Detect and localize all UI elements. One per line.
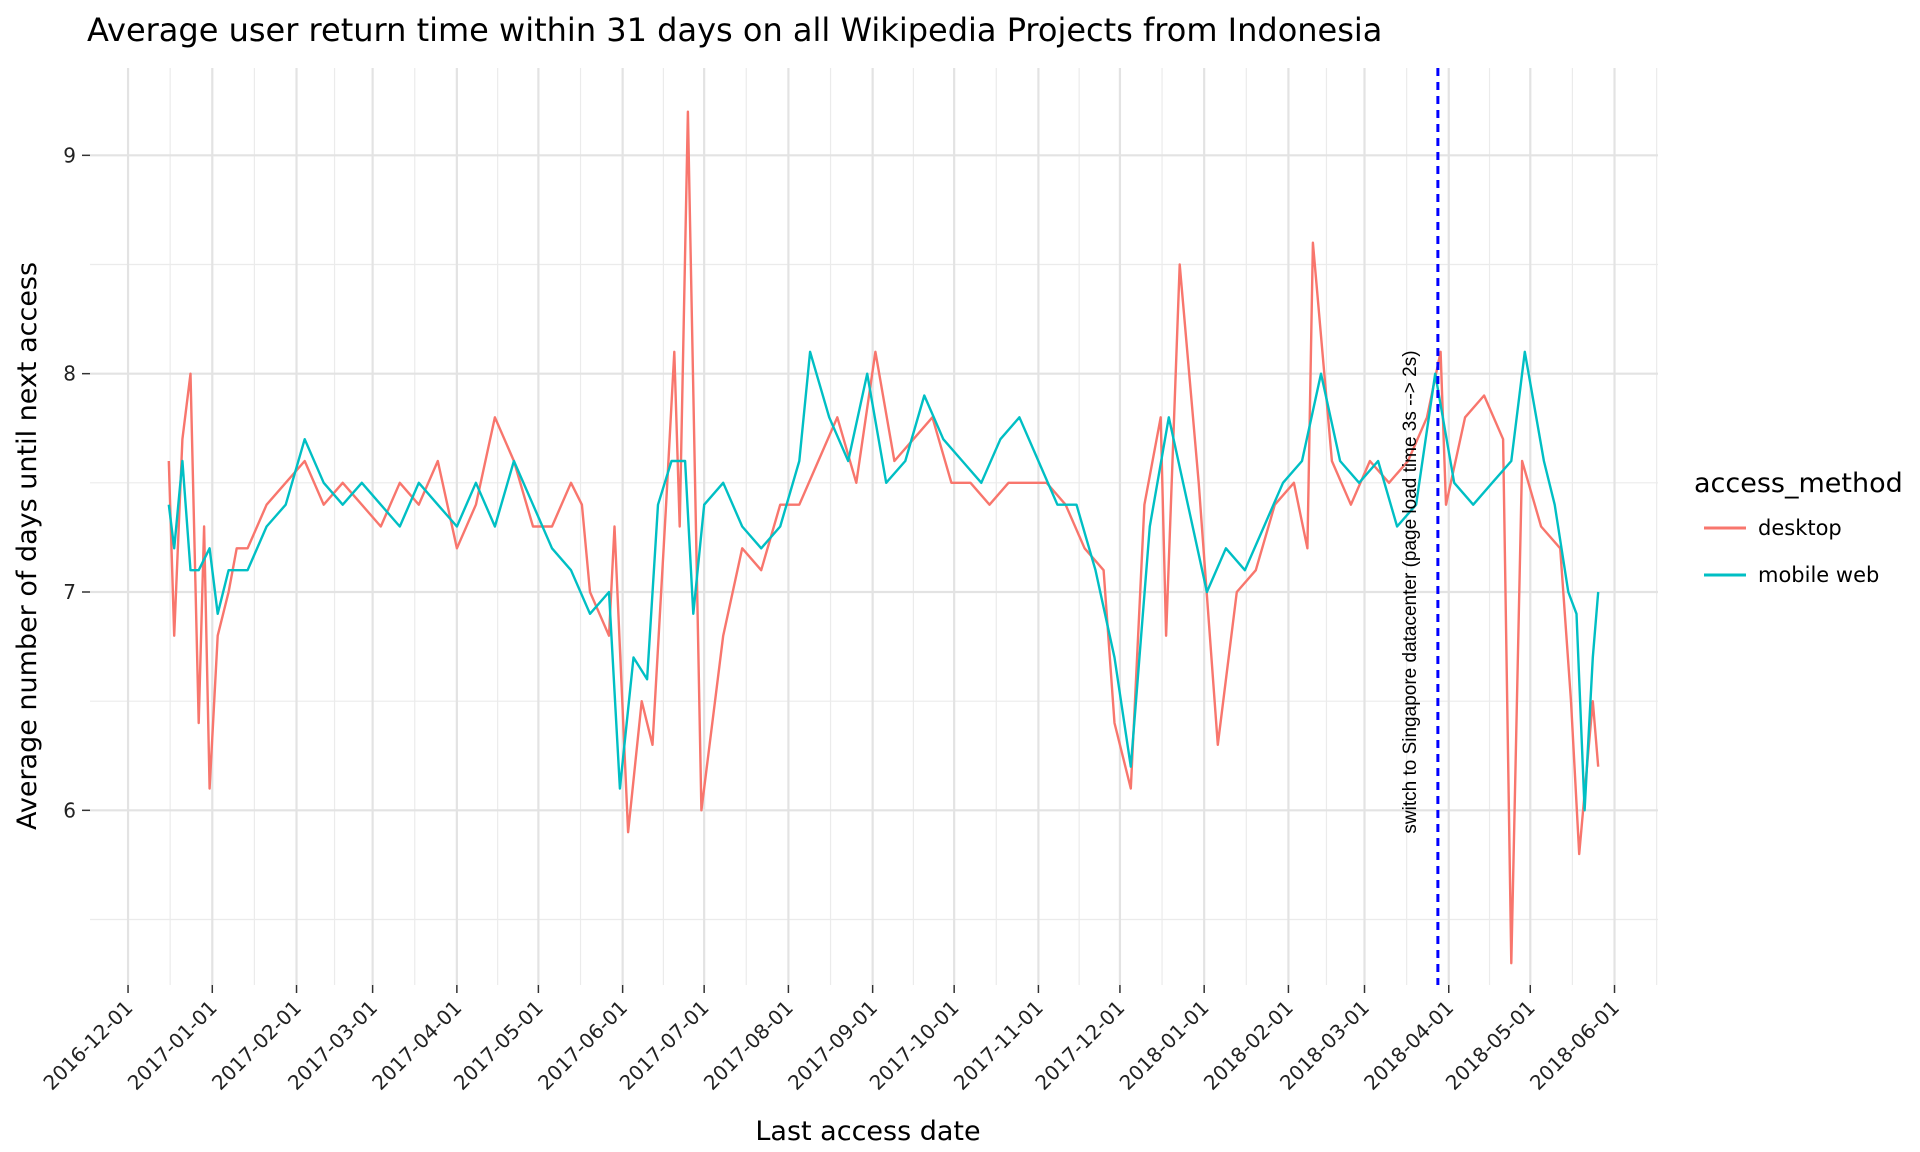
- x-tick-label: 2017-01-01: [123, 996, 222, 1095]
- legend-label: desktop: [1758, 516, 1842, 540]
- y-tick-label: 6: [63, 798, 76, 822]
- annotation-label: switch to Singapore datacenter (page loa…: [1400, 350, 1421, 833]
- y-tick-label: 8: [63, 362, 76, 386]
- y-tick-label: 7: [63, 580, 76, 604]
- legend-items: desktop mobile web: [1704, 516, 1879, 587]
- y-tick-label: 9: [63, 143, 76, 167]
- x-tick-label: 2017-08-01: [699, 996, 798, 1095]
- legend-label: mobile web: [1758, 563, 1879, 587]
- y-axis-ticks: 6 7 8 9: [63, 143, 90, 822]
- x-axis-title: Last access date: [755, 1116, 980, 1147]
- x-tick-label: 2018-01-01: [1115, 996, 1214, 1095]
- series-layer: [167, 110, 1600, 965]
- legend-title: access_method: [1694, 468, 1903, 499]
- legend: access_method desktop mobile web: [1694, 468, 1903, 587]
- y-axis-title: Average number of days until next access: [12, 262, 43, 830]
- grid: [90, 68, 1658, 985]
- x-tick-label: 2018-06-01: [1525, 996, 1624, 1095]
- x-axis-ticks: 2016-12-012017-01-012017-02-012017-03-01…: [38, 985, 1624, 1095]
- plot-panel: [90, 68, 1658, 985]
- series-line-mobile-web: [167, 350, 1600, 812]
- annotation: switch to Singapore datacenter (page loa…: [1400, 68, 1440, 985]
- x-tick-label: 2016-12-01: [38, 996, 137, 1095]
- chart-title: Average user return time within 31 days …: [87, 11, 1382, 49]
